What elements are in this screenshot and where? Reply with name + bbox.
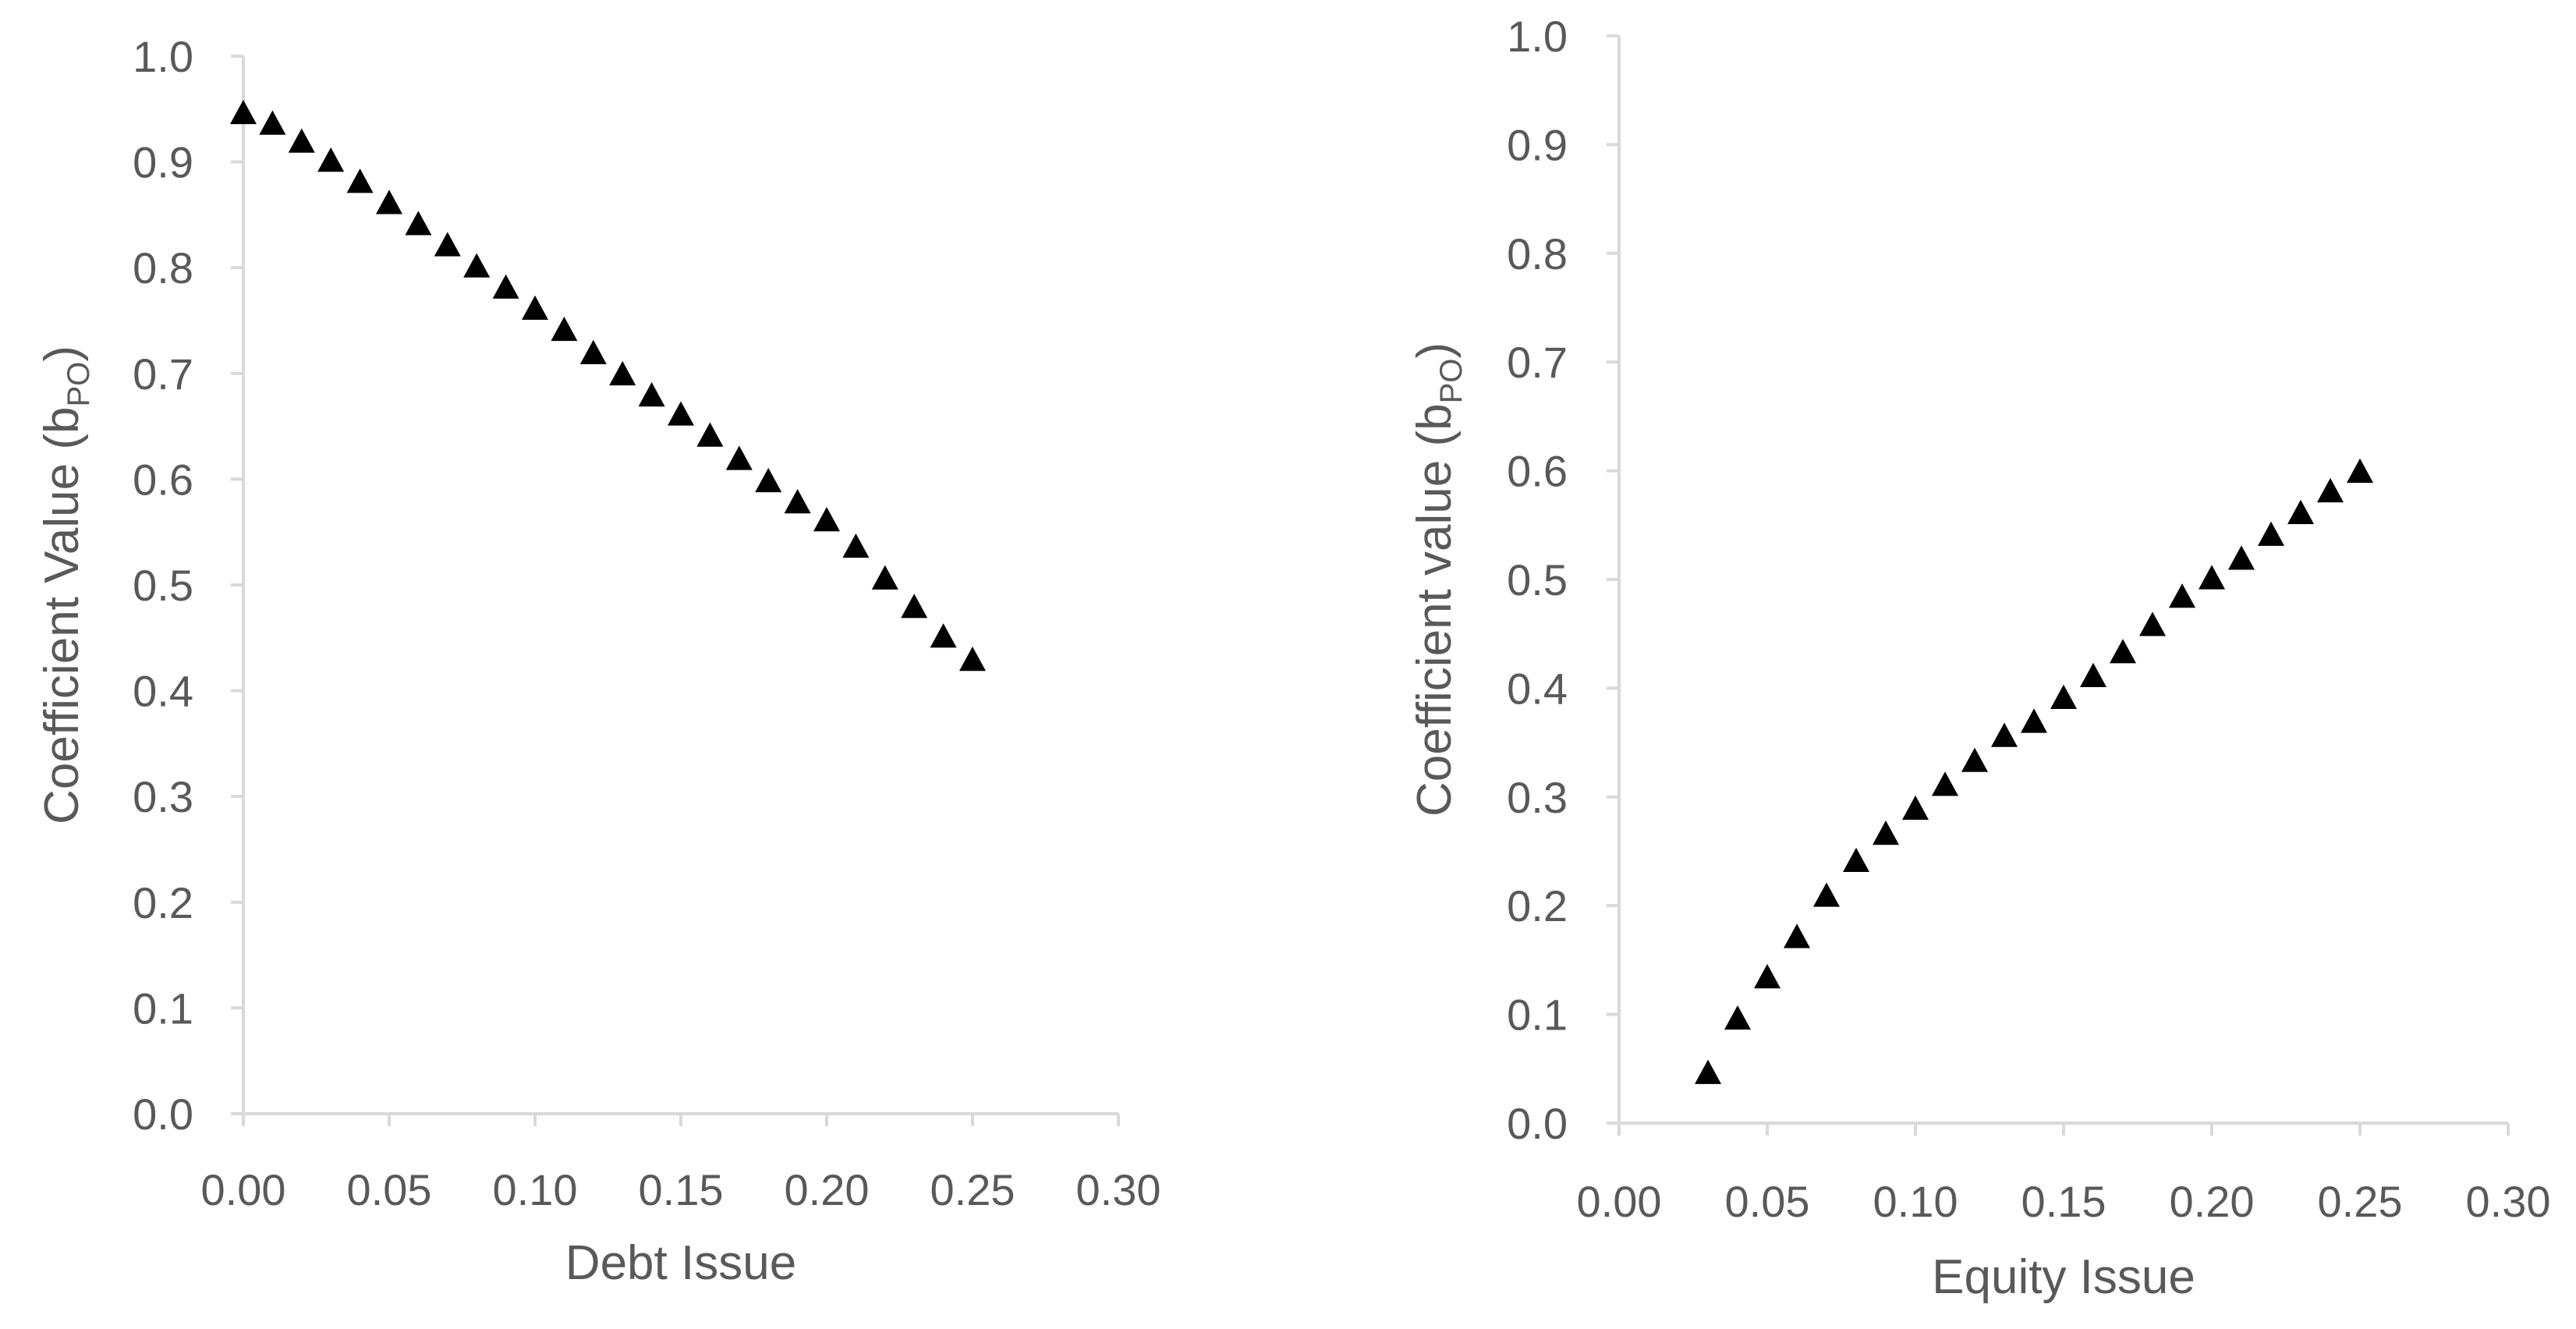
debt-issue-data-point	[842, 533, 870, 558]
debt-issue-data-point	[551, 316, 578, 342]
equity-issue-y-tick-label: 0.1	[1507, 991, 1568, 1040]
equity-issue-data-point	[1991, 722, 2018, 747]
equity-issue-y-tick-label: 0.9	[1507, 120, 1568, 169]
equity-issue-data-point	[1784, 923, 1810, 948]
debt-issue-y-tick-label: 0.8	[133, 243, 193, 292]
debt-issue-data-point	[346, 168, 374, 193]
debt-issue-x-tick-label: 0.25	[930, 1165, 1015, 1214]
equity-issue-x-tick-label: 0.05	[1725, 1177, 1810, 1226]
debt-issue-x-axis-title: Debt Issue	[565, 1236, 796, 1290]
debt-issue-data-point	[725, 445, 753, 470]
debt-issue-y-tick-label: 0.3	[133, 772, 193, 821]
debt-issue-data-point	[317, 147, 345, 172]
equity-issue-data-point	[2258, 521, 2284, 546]
debt-issue-y-axis-title: Coefficient Value (bPO)	[35, 346, 96, 824]
equity-issue-data-point	[1961, 747, 1988, 772]
equity-issue-x-tick-label: 0.20	[2170, 1177, 2255, 1226]
equity-issue-y-tick-label: 0.2	[1507, 881, 1568, 930]
equity-issue-data-point	[1754, 963, 1781, 989]
debt-issue-data-point	[871, 565, 898, 590]
equity-issue-data-point	[2110, 639, 2136, 664]
debt-issue-data-point	[492, 274, 519, 299]
equity-issue-y-axis-title: Coefficient value (bPO)	[1408, 342, 1469, 817]
debt-issue-data-point	[959, 647, 986, 672]
equity-issue-data-point	[2139, 611, 2166, 636]
debt-issue-y-tick-label: 0.6	[133, 455, 193, 504]
equity-issue-chart: 0.0 0.1 0.2 0.3 0.4 0.5 0.6 0.7 0.8 0.9 1.0 0.00 0.0…	[1408, 12, 2551, 1304]
debt-issue-y-tick-label: 0.9	[133, 138, 193, 187]
debt-issue-data-point	[288, 128, 315, 153]
equity-issue-x-tick-label: 0.10	[1873, 1177, 1958, 1226]
equity-issue-y-tick-label: 0.0	[1507, 1099, 1568, 1148]
equity-issue-data-point	[1724, 1005, 1751, 1030]
equity-issue-data-point	[2080, 662, 2107, 688]
debt-issue-data-point	[463, 253, 491, 278]
debt-issue-data-point	[668, 401, 694, 426]
debt-issue-x-tick-label: 0.00	[201, 1165, 286, 1214]
equity-issue-data-point	[2169, 583, 2195, 608]
debt-issue-x-tick-label: 0.10	[493, 1165, 578, 1214]
debt-issue-y-tick-label: 0.7	[133, 349, 193, 399]
equity-issue-data-point	[1932, 771, 1958, 796]
equity-issue-data-point	[2287, 499, 2314, 524]
debt-issue-chart: 0.0 0.1 0.2 0.3 0.4 0.5 0.6 0.7 0.8 0.9 1.0 0.00 0.0…	[35, 32, 1161, 1290]
equity-issue-y-tick-label: 0.4	[1507, 664, 1568, 713]
equity-issue-data-point	[2317, 477, 2344, 503]
equity-issue-data-point	[2199, 565, 2225, 590]
debt-issue-data-point	[755, 467, 782, 493]
debt-issue-x-tick-label: 0.05	[347, 1165, 432, 1214]
debt-issue-data-point	[930, 623, 957, 648]
debt-issue-data-point	[901, 594, 928, 618]
equity-issue-data-point	[1902, 795, 1929, 820]
debt-issue-data-point	[230, 99, 257, 125]
debt-issue-y-tick-label: 0.0	[133, 1090, 193, 1139]
debt-issue-y-tick-label: 0.5	[133, 561, 193, 610]
debt-issue-x-tick-label: 0.20	[785, 1165, 870, 1214]
equity-issue-data-point	[1843, 847, 1869, 873]
debt-issue-data-point	[638, 382, 665, 407]
debt-issue-data-point	[609, 360, 636, 386]
equity-issue-data-point	[1873, 820, 1899, 845]
equity-issue-y-tick-label: 0.6	[1507, 447, 1568, 496]
equity-issue-y-tick-label: 0.3	[1507, 773, 1568, 822]
debt-issue-x-tick-label: 0.15	[639, 1165, 724, 1214]
debt-issue-data-point	[405, 211, 432, 236]
equity-issue-y-tick-label: 1.0	[1507, 12, 1568, 61]
equity-issue-x-tick-label: 0.15	[2021, 1177, 2107, 1226]
debt-issue-data-point	[784, 488, 811, 514]
equity-issue-data-point	[2228, 545, 2255, 570]
equity-issue-data-point	[1813, 882, 1840, 907]
debt-issue-data-point	[376, 190, 402, 214]
debt-issue-data-point	[579, 339, 607, 364]
equity-issue-y-tick-label: 0.8	[1507, 229, 1568, 278]
debt-issue-y-tick-label: 0.4	[133, 667, 193, 716]
equity-issue-x-axis-title: Equity Issue	[1932, 1250, 2195, 1304]
equity-issue-x-tick-label: 0.25	[2318, 1177, 2403, 1226]
equity-issue-data-point	[2347, 458, 2373, 483]
equity-issue-x-tick-label: 0.00	[1577, 1177, 1662, 1226]
debt-issue-data-point	[259, 110, 286, 135]
debt-issue-data-point	[813, 507, 840, 532]
equity-issue-y-tick-label: 0.7	[1507, 338, 1568, 387]
equity-issue-data-point	[2021, 708, 2047, 733]
debt-issue-x-tick-label: 0.30	[1076, 1165, 1161, 1214]
equity-issue-data-point	[2050, 684, 2077, 709]
debt-issue-y-tick-label: 0.2	[133, 878, 193, 927]
debt-issue-data-point	[522, 295, 548, 321]
debt-issue-y-tick-label: 1.0	[133, 32, 193, 81]
debt-issue-data-point	[434, 232, 461, 257]
debt-issue-data-point	[696, 422, 724, 447]
debt-issue-y-tick-label: 0.1	[133, 983, 193, 1033]
equity-issue-x-tick-label: 0.30	[2466, 1177, 2551, 1226]
equity-issue-y-tick-label: 0.5	[1507, 555, 1568, 604]
equity-issue-data-point	[1695, 1059, 1721, 1084]
